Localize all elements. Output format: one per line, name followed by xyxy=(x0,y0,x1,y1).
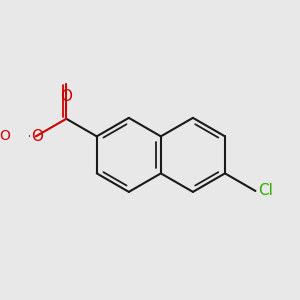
Text: O: O xyxy=(31,129,43,144)
Text: Cl: Cl xyxy=(258,184,273,199)
Text: O: O xyxy=(60,89,72,104)
Text: O: O xyxy=(0,129,11,143)
